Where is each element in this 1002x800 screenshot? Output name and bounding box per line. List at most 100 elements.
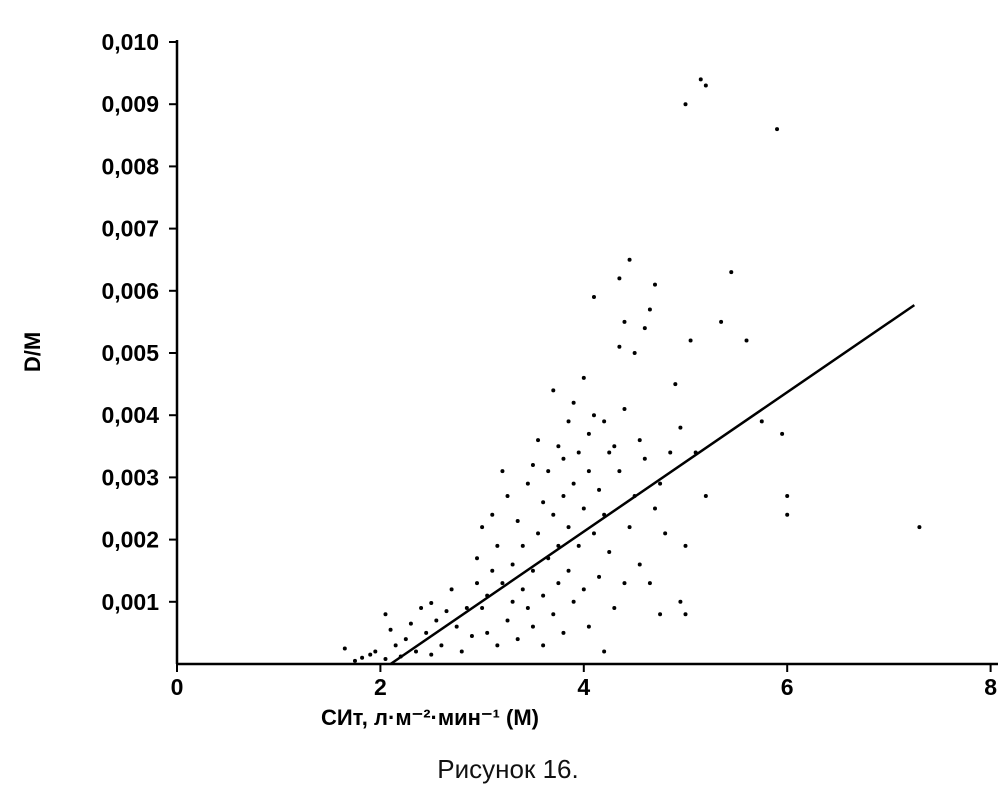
data-point (627, 257, 632, 262)
data-point (342, 646, 347, 651)
x-tick-label: 6 (781, 674, 794, 700)
data-point (688, 338, 693, 343)
data-point (744, 338, 749, 343)
data-point (683, 102, 688, 107)
data-point (480, 606, 485, 611)
data-point (505, 494, 510, 499)
data-point (373, 649, 378, 654)
data-point (541, 500, 546, 505)
data-point (597, 487, 602, 492)
data-point (561, 456, 566, 461)
data-point (383, 657, 388, 662)
data-point (505, 618, 510, 623)
data-point (383, 612, 388, 617)
data-point (515, 637, 520, 642)
data-point (490, 512, 495, 517)
data-point (647, 581, 652, 586)
data-point (408, 621, 413, 626)
data-point (510, 599, 515, 604)
data-point (668, 450, 673, 455)
data-point (530, 568, 535, 573)
data-point (602, 419, 607, 424)
data-point (495, 543, 500, 548)
data-point (475, 556, 480, 561)
data-point (642, 326, 647, 331)
data-point (729, 270, 734, 275)
data-point (556, 581, 561, 586)
data-point (530, 624, 535, 629)
data-point (591, 531, 596, 536)
data-point (571, 400, 576, 405)
data-point (571, 599, 576, 604)
data-point (622, 581, 627, 586)
data-point (785, 494, 790, 499)
data-point (617, 344, 622, 349)
data-point (612, 606, 617, 611)
data-point (576, 450, 581, 455)
y-axis-title: D/M (20, 332, 45, 372)
data-point (551, 512, 556, 517)
data-point (419, 606, 424, 611)
data-point (525, 606, 530, 611)
data-point (500, 469, 505, 474)
y-tick-label: 0,007 (101, 216, 159, 242)
data-point (520, 543, 525, 548)
data-point (556, 444, 561, 449)
data-point (566, 525, 571, 530)
data-point (393, 643, 398, 648)
data-point (403, 637, 408, 642)
figure-caption: Рисунок 16. (437, 754, 578, 784)
data-point (449, 587, 454, 592)
y-tick-label: 0,008 (101, 153, 159, 179)
data-point (652, 282, 657, 287)
data-point (658, 481, 663, 486)
data-point (551, 612, 556, 617)
data-point (591, 295, 596, 300)
data-point (703, 494, 708, 499)
data-point (622, 319, 627, 324)
data-point (571, 481, 576, 486)
data-point (698, 77, 703, 82)
data-point (617, 469, 622, 474)
data-point (780, 431, 785, 436)
data-point (566, 568, 571, 573)
data-point (617, 276, 622, 281)
data-point (678, 599, 683, 604)
data-point (500, 581, 505, 586)
regression-line (389, 304, 916, 666)
data-point (429, 652, 434, 657)
data-point (360, 655, 365, 660)
y-tick-label: 0,004 (101, 402, 159, 428)
data-point (586, 469, 591, 474)
data-point (490, 568, 495, 573)
data-point (551, 388, 556, 393)
data-point (459, 649, 464, 654)
data-point (541, 643, 546, 648)
data-point (581, 375, 586, 380)
data-point (719, 319, 724, 324)
x-axis-title: СИт, л·м⁻²·мин⁻¹ (М) (321, 705, 539, 730)
data-point (546, 469, 551, 474)
data-point (515, 518, 520, 523)
x-tick-label: 0 (171, 674, 184, 700)
y-tick-label: 0,005 (101, 340, 159, 366)
data-point (434, 618, 439, 623)
data-point (581, 506, 586, 511)
data-point (480, 525, 485, 530)
data-point (525, 481, 530, 486)
data-point (495, 643, 500, 648)
data-point (454, 624, 459, 629)
data-point (536, 438, 541, 443)
data-point (703, 83, 708, 88)
y-tick-label: 0,010 (101, 29, 159, 55)
y-tick-label: 0,006 (101, 278, 159, 304)
data-point (637, 438, 642, 443)
data-point (663, 531, 668, 536)
data-point (627, 525, 632, 530)
data-point (520, 587, 525, 592)
data-point (439, 643, 444, 648)
data-point (612, 444, 617, 449)
data-point (561, 494, 566, 499)
data-point (917, 525, 922, 530)
